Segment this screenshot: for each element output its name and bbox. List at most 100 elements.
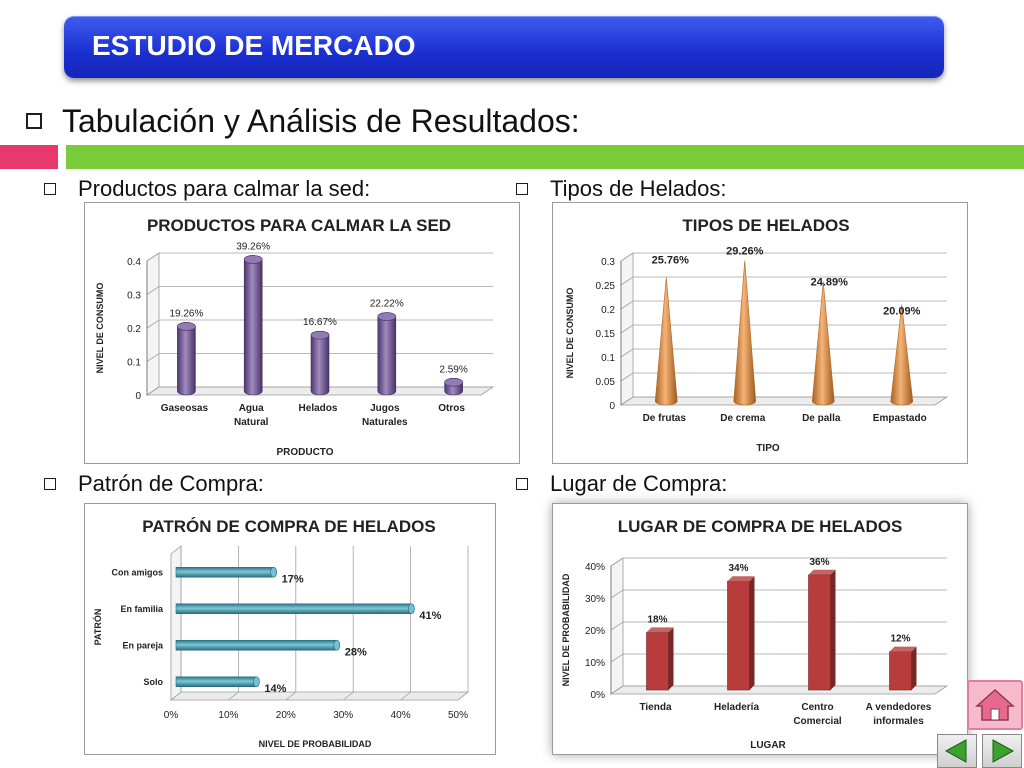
chart-pattern: PATRÓN DE COMPRA DE HELADOS 0% 10% 20% 30% 40… bbox=[84, 503, 496, 755]
bar-mark bbox=[377, 312, 397, 396]
chart-title: PATRÓN DE COMPRA DE HELADOS bbox=[142, 517, 435, 536]
bar-end bbox=[408, 603, 415, 615]
y-tick-label: 0.3 bbox=[601, 257, 615, 268]
data-label: 28% bbox=[345, 646, 367, 658]
section-types: Tipos de Helados: bbox=[516, 174, 727, 204]
x-tick-label: A vendedores bbox=[866, 702, 932, 713]
data-label: 24.89% bbox=[811, 277, 849, 289]
bar-mark bbox=[175, 603, 415, 615]
bar-mark bbox=[808, 574, 831, 691]
square-bullet-icon bbox=[44, 478, 56, 490]
cone-mark bbox=[811, 281, 835, 406]
section-pattern-label: Patrón de Compra: bbox=[78, 471, 264, 496]
x-tick-label: 40% bbox=[391, 710, 411, 721]
y-axis-title: NIVEL DE CONSUMO bbox=[565, 288, 575, 379]
y-axis-title: PATRÓN bbox=[92, 609, 103, 646]
y-tick-label: 0.2 bbox=[127, 324, 141, 335]
y-tick-label: En pareja bbox=[122, 640, 164, 650]
chart-products: PRODUCTOS PARA CALMAR LA SED 0 0.1 0.2 0.3 0.… bbox=[84, 202, 520, 464]
y-tick-label: 0% bbox=[591, 690, 606, 701]
y-tick-label: Con amigos bbox=[111, 567, 163, 577]
bar-mark bbox=[310, 330, 330, 396]
gridline bbox=[610, 653, 947, 663]
gridline bbox=[400, 546, 412, 701]
x-tick-label: 50% bbox=[448, 710, 468, 721]
y-tick-label: 0.1 bbox=[127, 358, 141, 369]
section-pattern: Patrón de Compra: bbox=[44, 469, 264, 499]
section-types-label: Tipos de Helados: bbox=[550, 176, 727, 201]
x-tick-label: Agua bbox=[239, 403, 264, 414]
bar-end bbox=[270, 566, 277, 578]
heading-text: Tabulación y Análisis de Resultados: bbox=[62, 102, 580, 139]
y-tick-label: 0.2 bbox=[601, 305, 615, 316]
bar-side bbox=[668, 627, 674, 690]
cone-mark bbox=[733, 260, 757, 406]
data-label: 16.67% bbox=[303, 317, 337, 328]
chart-types-svg: TIPOS DE HELADOS 0 0.05 0.1 0.15 0.2 0.25 0.3 25… bbox=[565, 216, 949, 454]
chart-pattern-svg: PATRÓN DE COMPRA DE HELADOS 0% 10% 20% 30% 40… bbox=[92, 517, 470, 749]
data-label: 39.26% bbox=[236, 241, 270, 252]
data-label: 22.22% bbox=[370, 299, 404, 310]
bar-mark bbox=[175, 639, 340, 651]
page-heading: Tabulación y Análisis de Resultados: bbox=[26, 98, 580, 144]
gridline bbox=[620, 300, 947, 310]
x-tick-label: 10% bbox=[218, 710, 238, 721]
y-tick-label: 30% bbox=[585, 594, 605, 605]
x-tick-label: 0% bbox=[164, 710, 179, 721]
gridline bbox=[228, 546, 239, 701]
square-bullet-icon bbox=[26, 113, 42, 129]
gridline bbox=[170, 546, 182, 701]
bar-end bbox=[253, 676, 260, 688]
x-tick-label: Centro bbox=[801, 702, 833, 713]
bar-top bbox=[444, 378, 463, 387]
gridline bbox=[285, 546, 297, 701]
chart-place: LUGAR DE COMPRA DE HELADOS 0% 10% 20% 30% 40%… bbox=[552, 503, 968, 755]
gridline bbox=[610, 589, 947, 599]
gridline bbox=[342, 546, 354, 701]
section-products: Productos para calmar la sed: bbox=[44, 174, 370, 204]
next-button[interactable] bbox=[982, 734, 1022, 768]
chart-types: TIPOS DE HELADOS 0 0.05 0.1 0.15 0.2 0.25 0.3 25… bbox=[552, 202, 968, 464]
x-axis-title: TIPO bbox=[756, 443, 780, 454]
data-label: 25.76% bbox=[652, 254, 690, 266]
y-tick-label: En familia bbox=[120, 604, 164, 614]
x-axis-title: LUGAR bbox=[750, 740, 786, 751]
gridline bbox=[620, 348, 947, 358]
bar-side bbox=[749, 576, 755, 690]
gridline bbox=[146, 286, 493, 295]
x-tick-label: informales bbox=[873, 716, 924, 727]
prev-button[interactable] bbox=[937, 734, 977, 768]
x-tick-label: De palla bbox=[802, 413, 841, 424]
bar-top bbox=[377, 312, 397, 321]
data-label: 12% bbox=[890, 634, 910, 645]
section-place-label: Lugar de Compra: bbox=[550, 471, 728, 496]
bar-top bbox=[646, 627, 674, 633]
bar-side bbox=[830, 569, 836, 690]
cone-mark bbox=[890, 304, 914, 406]
bar-mark bbox=[889, 651, 912, 691]
bar-mark bbox=[175, 676, 260, 688]
bar-mark bbox=[646, 632, 669, 691]
data-label: 2.59% bbox=[439, 364, 467, 375]
x-tick-label: 30% bbox=[333, 710, 353, 721]
x-tick-label: Helados bbox=[299, 403, 338, 414]
x-tick-label: Heladería bbox=[714, 702, 759, 713]
data-label: 29.26% bbox=[726, 246, 764, 258]
gridline bbox=[610, 685, 947, 695]
y-tick-label: 0.1 bbox=[601, 353, 615, 364]
y-axis-title: NIVEL DE CONSUMO bbox=[95, 283, 105, 374]
gridline bbox=[610, 557, 947, 567]
bar-top bbox=[808, 569, 836, 575]
y-tick-label: 0.15 bbox=[596, 329, 616, 340]
x-tick-label: 20% bbox=[276, 710, 296, 721]
bar-end bbox=[333, 639, 341, 651]
home-button[interactable] bbox=[967, 680, 1023, 730]
accent-stripe-pink bbox=[0, 145, 58, 169]
gridline bbox=[146, 252, 493, 262]
y-tick-label: 20% bbox=[585, 626, 605, 637]
data-label: 17% bbox=[282, 573, 304, 585]
bar-top bbox=[177, 322, 196, 331]
gridline bbox=[620, 324, 947, 334]
x-tick-label: Tienda bbox=[639, 702, 671, 713]
arrow-left-icon bbox=[944, 739, 967, 763]
